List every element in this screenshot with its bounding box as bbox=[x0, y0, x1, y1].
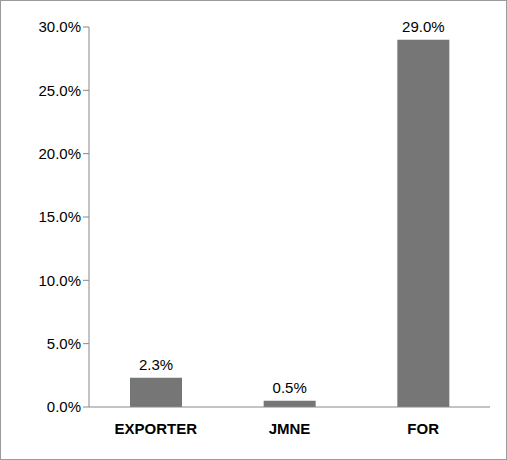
svg-text:15.0%: 15.0% bbox=[38, 208, 81, 225]
svg-text:30.0%: 30.0% bbox=[38, 18, 81, 35]
svg-text:29.0%: 29.0% bbox=[402, 18, 445, 35]
svg-text:JMNE: JMNE bbox=[269, 420, 311, 437]
svg-text:EXPORTER: EXPORTER bbox=[115, 420, 198, 437]
svg-text:10.0%: 10.0% bbox=[38, 272, 81, 289]
svg-text:0.0%: 0.0% bbox=[47, 398, 81, 415]
svg-text:FOR: FOR bbox=[407, 420, 439, 437]
svg-text:25.0%: 25.0% bbox=[38, 82, 81, 99]
svg-text:20.0%: 20.0% bbox=[38, 145, 81, 162]
svg-text:2.3%: 2.3% bbox=[139, 356, 173, 373]
svg-text:5.0%: 5.0% bbox=[47, 335, 81, 352]
svg-text:0.5%: 0.5% bbox=[273, 379, 307, 396]
